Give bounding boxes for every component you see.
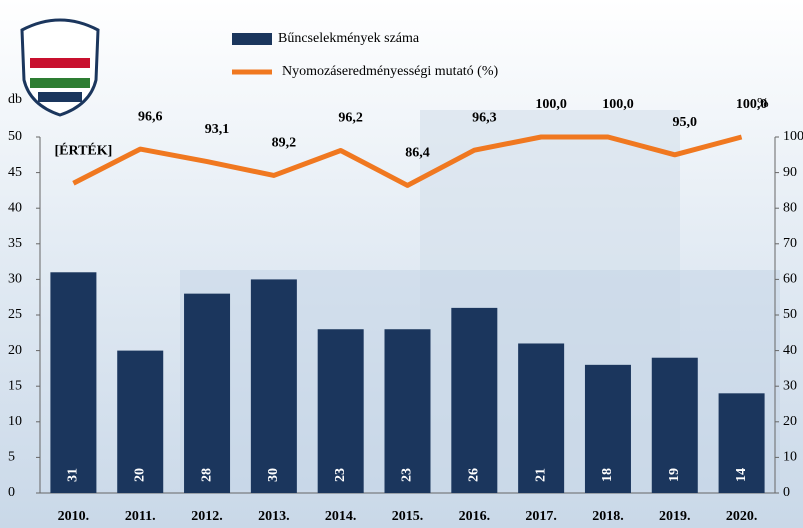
bar-value-label: 18 xyxy=(600,468,615,482)
x-tick-label: 2010. xyxy=(58,509,90,524)
line-value-label: 100,0 xyxy=(602,97,634,112)
y2-tick-label: 70 xyxy=(783,236,797,251)
bar xyxy=(184,293,231,493)
y2-tick-label: 10 xyxy=(783,450,797,465)
police-logo xyxy=(20,18,100,117)
y2-axis-label: % xyxy=(757,96,769,111)
y2-tick-label: 40 xyxy=(783,343,797,358)
bar xyxy=(50,272,97,493)
bar xyxy=(518,343,565,493)
y2-tick-label: 0 xyxy=(783,485,790,500)
bar xyxy=(317,329,364,493)
bar-value-label: 20 xyxy=(132,468,147,482)
bar xyxy=(384,329,431,493)
x-tick-label: 2015. xyxy=(392,509,424,524)
bar-value-label: 28 xyxy=(199,468,214,482)
line-value-label: 96,6 xyxy=(138,109,163,124)
line-value-label: 89,2 xyxy=(272,136,297,151)
y2-tick-label: 100 xyxy=(783,129,803,144)
bar-value-label: 26 xyxy=(467,468,482,482)
line-value-label: 93,1 xyxy=(205,122,230,137)
y-tick-label: 50 xyxy=(8,129,22,144)
line-value-label: [ÉRTÉK] xyxy=(54,141,112,158)
y-tick-label: 10 xyxy=(8,414,22,429)
bar xyxy=(651,357,698,493)
legend-swatch xyxy=(232,33,272,45)
bar-value-label: 30 xyxy=(266,468,281,482)
x-tick-label: 2016. xyxy=(459,509,491,524)
bar xyxy=(584,364,631,493)
bar-value-label: 23 xyxy=(400,468,415,482)
x-tick-label: 2013. xyxy=(258,509,290,524)
y2-tick-label: 30 xyxy=(783,378,797,393)
bar-value-label: 19 xyxy=(667,468,682,482)
y-tick-label: 15 xyxy=(8,378,22,393)
line-value-label: 96,3 xyxy=(472,110,497,125)
bar-value-label: 21 xyxy=(533,468,548,482)
x-tick-label: 2017. xyxy=(525,509,557,524)
y-tick-label: 35 xyxy=(8,236,22,251)
y2-tick-label: 60 xyxy=(783,272,797,287)
legend-label: Bűncselekmények száma xyxy=(278,31,420,46)
y-tick-label: 5 xyxy=(8,450,15,465)
line xyxy=(72,134,743,188)
line-value-label: 100,0 xyxy=(736,97,768,112)
bar-value-label: 14 xyxy=(734,468,749,482)
y-tick-label: 30 xyxy=(8,272,22,287)
legend-label: Nyomozáseredményességi mutató (%) xyxy=(282,64,498,79)
bar xyxy=(451,307,498,493)
y2-tick-label: 50 xyxy=(783,307,797,322)
bar xyxy=(250,279,297,493)
line-value-label: 95,0 xyxy=(673,115,698,130)
line-value-label: 100,0 xyxy=(535,97,567,112)
y-axis-label: db xyxy=(8,92,22,107)
y-tick-label: 25 xyxy=(8,307,22,322)
bar-value-label: 31 xyxy=(66,468,81,482)
bar xyxy=(718,393,765,493)
x-tick-label: 2011. xyxy=(125,509,156,524)
y2-tick-label: 80 xyxy=(783,200,797,215)
x-tick-label: 2012. xyxy=(191,509,223,524)
y-tick-label: 45 xyxy=(8,165,22,180)
bar xyxy=(117,350,164,493)
y-tick-label: 0 xyxy=(8,485,15,500)
y2-tick-label: 90 xyxy=(783,165,797,180)
y-tick-label: 20 xyxy=(8,343,22,358)
bar-value-label: 23 xyxy=(333,468,348,482)
y2-tick-label: 20 xyxy=(783,414,797,429)
x-tick-label: 2018. xyxy=(592,509,624,524)
x-tick-label: 2020. xyxy=(726,509,758,524)
line-value-label: 96,2 xyxy=(338,111,363,126)
x-tick-label: 2019. xyxy=(659,509,691,524)
x-tick-label: 2014. xyxy=(325,509,357,524)
y-tick-label: 40 xyxy=(8,200,22,215)
line-value-label: 86,4 xyxy=(405,146,430,161)
